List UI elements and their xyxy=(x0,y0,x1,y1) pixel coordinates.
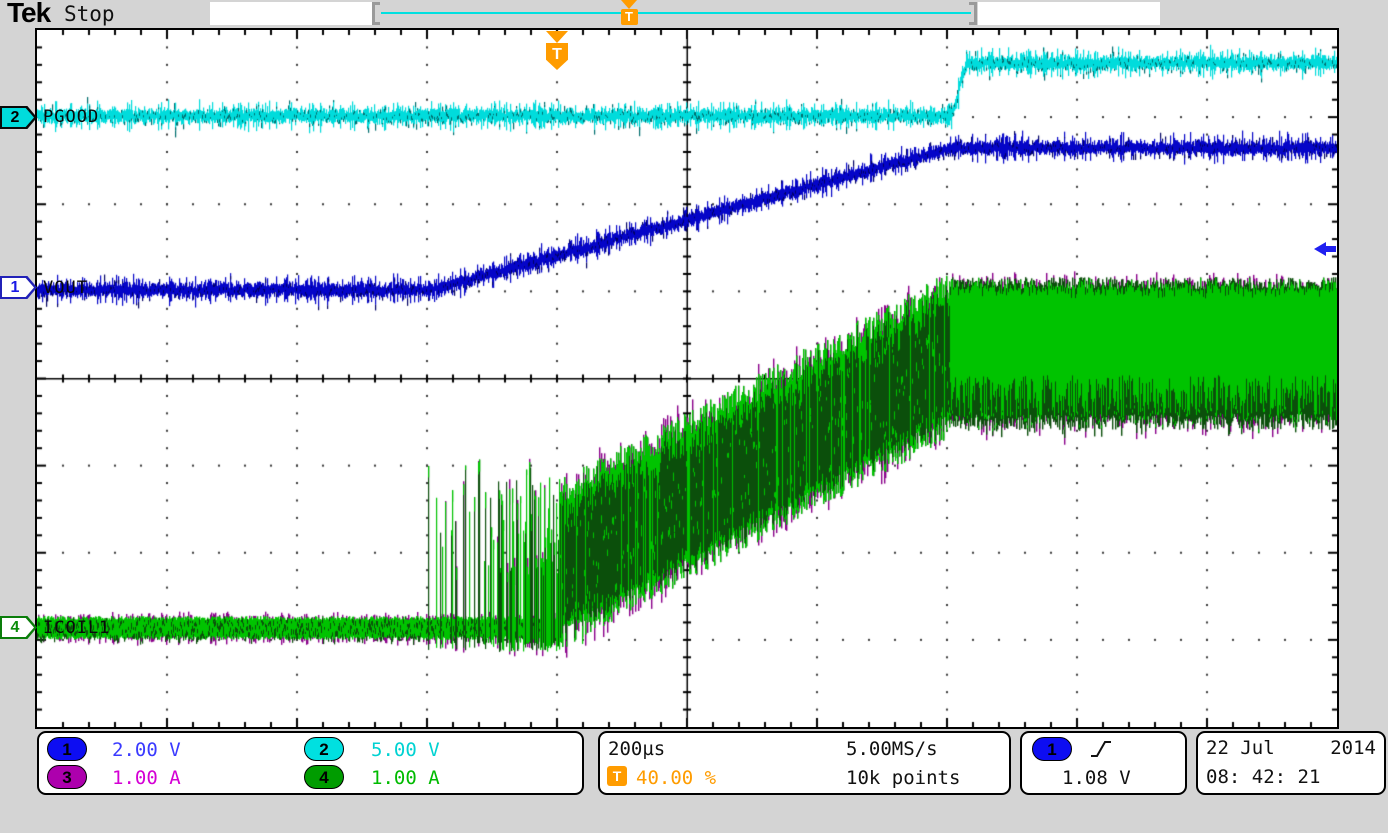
trigger-position-readout: 40.00 % xyxy=(636,767,717,789)
channel-1-marker-fill xyxy=(2,278,34,297)
waveform-canvas xyxy=(37,30,1337,727)
vertical-scale-readout-box: 1 2.00 V 2 5.00 V 3 1.00 A 4 1.00 A xyxy=(37,731,584,795)
trigger-t-icon: T xyxy=(620,9,638,25)
trigger-source-badge: 1 xyxy=(1032,737,1072,761)
channel-4-marker: 4 xyxy=(0,616,37,639)
record-view-line xyxy=(381,12,971,14)
graticule xyxy=(35,28,1339,729)
header-box-right xyxy=(978,2,1160,25)
channel-1-marker: 1 xyxy=(0,276,37,299)
trigger-t-icon: T xyxy=(607,766,627,786)
channel-2-marker: 2 xyxy=(0,106,37,129)
channel-4-marker-fill xyxy=(2,618,34,637)
channel-4-scale: 1.00 A xyxy=(371,767,440,789)
channel-2-label: PGOOD xyxy=(43,107,100,127)
trigger-level-arrow-icon xyxy=(1314,242,1336,256)
tek-logo: Tek xyxy=(7,0,51,28)
rising-edge-icon xyxy=(1091,741,1111,757)
timebase-readout: 200µs xyxy=(608,738,666,760)
datetime-box: 22 Jul 2014 08: 42: 21 xyxy=(1196,731,1386,795)
record-view-bracket-right xyxy=(969,2,977,25)
date-readout: 22 Jul xyxy=(1206,737,1275,759)
trigger-arrow-icon xyxy=(621,0,637,9)
time-readout: 08: 42: 21 xyxy=(1206,766,1321,788)
channel-1-badge: 1 xyxy=(47,737,87,761)
channel-4-label: ICOIL1 xyxy=(43,618,111,638)
record-view-trigger-marker: T xyxy=(620,0,638,25)
header-box-left xyxy=(210,2,374,25)
trigger-readout-box: 1 1.08 V xyxy=(1020,731,1187,795)
channel-1-label: VOUT xyxy=(43,278,88,298)
channel-4-number: 4 xyxy=(10,619,20,636)
channel-2-badge: 2 xyxy=(304,737,344,761)
record-view-bracket-left xyxy=(372,2,380,25)
channel-1-scale: 2.00 V xyxy=(112,739,181,761)
channel-2-scale: 5.00 V xyxy=(371,739,440,761)
channel-4-badge: 4 xyxy=(304,765,344,789)
acquisition-status: Stop xyxy=(64,2,115,26)
trigger-arrow-icon xyxy=(546,31,568,43)
channel-1-number: 1 xyxy=(10,279,20,296)
record-length-readout: 10k points xyxy=(846,767,961,789)
sample-rate-readout: 5.00MS/s xyxy=(846,738,938,760)
channel-3-badge: 3 xyxy=(47,765,87,789)
channel-3-scale: 1.00 A xyxy=(112,767,181,789)
trigger-position-marker: T xyxy=(546,31,568,70)
trigger-t-icon: T xyxy=(546,43,568,70)
year-readout: 2014 xyxy=(1330,737,1376,759)
trigger-level-readout: 1.08 V xyxy=(1062,767,1131,789)
channel-2-marker-fill xyxy=(2,108,34,127)
channel-2-number: 2 xyxy=(10,109,20,126)
horizontal-readout-box: 200µs 5.00MS/s T 40.00 % 10k points xyxy=(598,731,1011,795)
